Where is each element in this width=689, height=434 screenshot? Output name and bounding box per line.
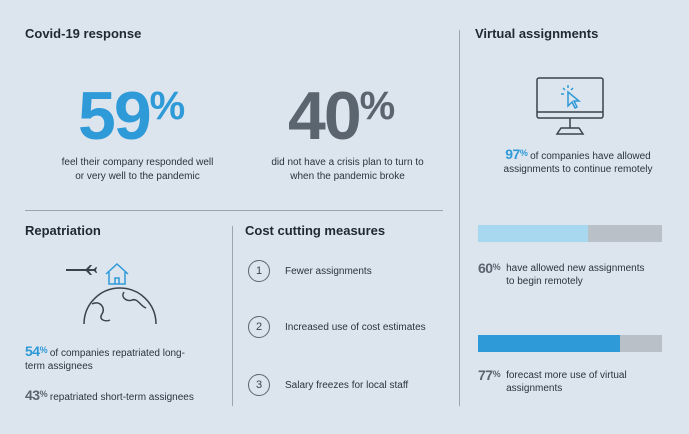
covid-stat2-pct: % bbox=[359, 84, 396, 128]
covid-stat1-number: 59% bbox=[78, 82, 185, 150]
repatriation-item2-text: repatriated short-term assignees bbox=[49, 392, 194, 403]
covid-stat1-caption-line1: feel their company responded well bbox=[61, 157, 214, 168]
repatriation-item2-pct: % bbox=[39, 389, 48, 399]
divider-vertical-right bbox=[459, 30, 460, 406]
covid-stat1-caption: feel their company responded well or ver… bbox=[35, 156, 240, 184]
divider-vertical-middle bbox=[232, 226, 233, 406]
repatriation-item2-stat: 43% bbox=[25, 387, 48, 403]
cost-item-2: 2 Increased use of cost estimates bbox=[248, 316, 426, 338]
virtual-bar1-rest bbox=[588, 225, 662, 242]
cost-item-1: 1 Fewer assignments bbox=[248, 260, 372, 282]
covid-stat1-value: 59 bbox=[78, 78, 152, 154]
virtual-bar1-pct: % bbox=[492, 262, 501, 272]
repatriation-item2: 43% repatriated short-term assignees bbox=[25, 387, 230, 404]
virtual-bar2-label: 77% forecast more use of virtual assignm… bbox=[478, 367, 678, 395]
virtual-bar2-stat: 77% bbox=[478, 367, 501, 395]
repatriation-item1-pct: % bbox=[39, 345, 48, 355]
repatriation-title: Repatriation bbox=[25, 223, 101, 238]
cost-item-1-label: Fewer assignments bbox=[285, 265, 372, 277]
cost-item-2-number: 2 bbox=[248, 316, 270, 338]
covid-stat1-pct: % bbox=[149, 84, 186, 128]
covid-stat2-caption-line2: when the pandemic broke bbox=[290, 171, 405, 182]
monitor-icon bbox=[536, 77, 604, 135]
divider-horizontal-left bbox=[25, 210, 443, 211]
repatriation-item1-text2: term assignees bbox=[25, 361, 93, 372]
repatriation-item1-value: 54 bbox=[25, 343, 40, 359]
virtual-stat1-text2: assignments to continue remotely bbox=[503, 164, 653, 175]
repatriation-item1-text1: of companies repatriated long- bbox=[49, 348, 185, 359]
virtual-bar1-label: 60% have allowed new assignments to begi… bbox=[478, 260, 678, 288]
cost-item-3: 3 Salary freezes for local staff bbox=[248, 374, 408, 396]
repatriation-item1: 54% of companies repatriated long- term … bbox=[25, 343, 225, 373]
virtual-stat1-text1: of companies have allowed bbox=[530, 151, 651, 162]
virtual-stat1-number: 97% bbox=[505, 146, 528, 162]
virtual-bar1-fill bbox=[478, 225, 589, 242]
covid-title: Covid-19 response bbox=[25, 26, 142, 41]
cost-item-3-number: 3 bbox=[248, 374, 270, 396]
virtual-bar1-value: 60 bbox=[478, 260, 493, 276]
virtual-bar1-text1: have allowed new assignments bbox=[506, 263, 645, 274]
cost-title: Cost cutting measures bbox=[245, 223, 386, 238]
cursor-click-icon bbox=[561, 85, 582, 110]
virtual-bar1-text2: to begin remotely bbox=[506, 276, 583, 287]
house-icon bbox=[105, 262, 129, 285]
virtual-stat1: 97% of companies have allowed assignment… bbox=[478, 146, 678, 176]
virtual-stat1-value: 97 bbox=[505, 146, 520, 162]
covid-stat2-number: 40% bbox=[288, 82, 395, 150]
airplane-icon bbox=[66, 265, 97, 275]
virtual-bar2-pct: % bbox=[492, 369, 501, 379]
virtual-bar2-text2: assignments bbox=[506, 383, 563, 394]
repatriation-item1-stat: 54% bbox=[25, 343, 48, 359]
covid-stat1-caption-line2: or very well to the pandemic bbox=[75, 171, 200, 182]
covid-stat2-caption: did not have a crisis plan to turn to wh… bbox=[245, 156, 450, 184]
monitor-illustration bbox=[536, 77, 604, 135]
virtual-bar2 bbox=[478, 335, 662, 352]
virtual-bar1 bbox=[478, 225, 662, 242]
repatriation-item2-value: 43 bbox=[25, 387, 40, 403]
virtual-bar2-rest bbox=[619, 335, 662, 352]
covid-stat2-value: 40 bbox=[288, 78, 362, 154]
virtual-bar2-text1: forecast more use of virtual bbox=[506, 370, 627, 381]
virtual-title: Virtual assignments bbox=[475, 26, 599, 41]
virtual-stat1-pct: % bbox=[519, 148, 528, 158]
virtual-bar2-value: 77 bbox=[478, 367, 493, 383]
covid-stat2-caption-line1: did not have a crisis plan to turn to bbox=[271, 157, 424, 168]
cost-item-2-label: Increased use of cost estimates bbox=[285, 321, 426, 333]
globe-icon bbox=[83, 287, 157, 325]
virtual-bar1-stat: 60% bbox=[478, 260, 501, 288]
cost-item-1-number: 1 bbox=[248, 260, 270, 282]
cost-item-3-label: Salary freezes for local staff bbox=[285, 379, 409, 391]
virtual-bar2-fill bbox=[478, 335, 620, 352]
repatriation-illustration bbox=[66, 262, 157, 325]
